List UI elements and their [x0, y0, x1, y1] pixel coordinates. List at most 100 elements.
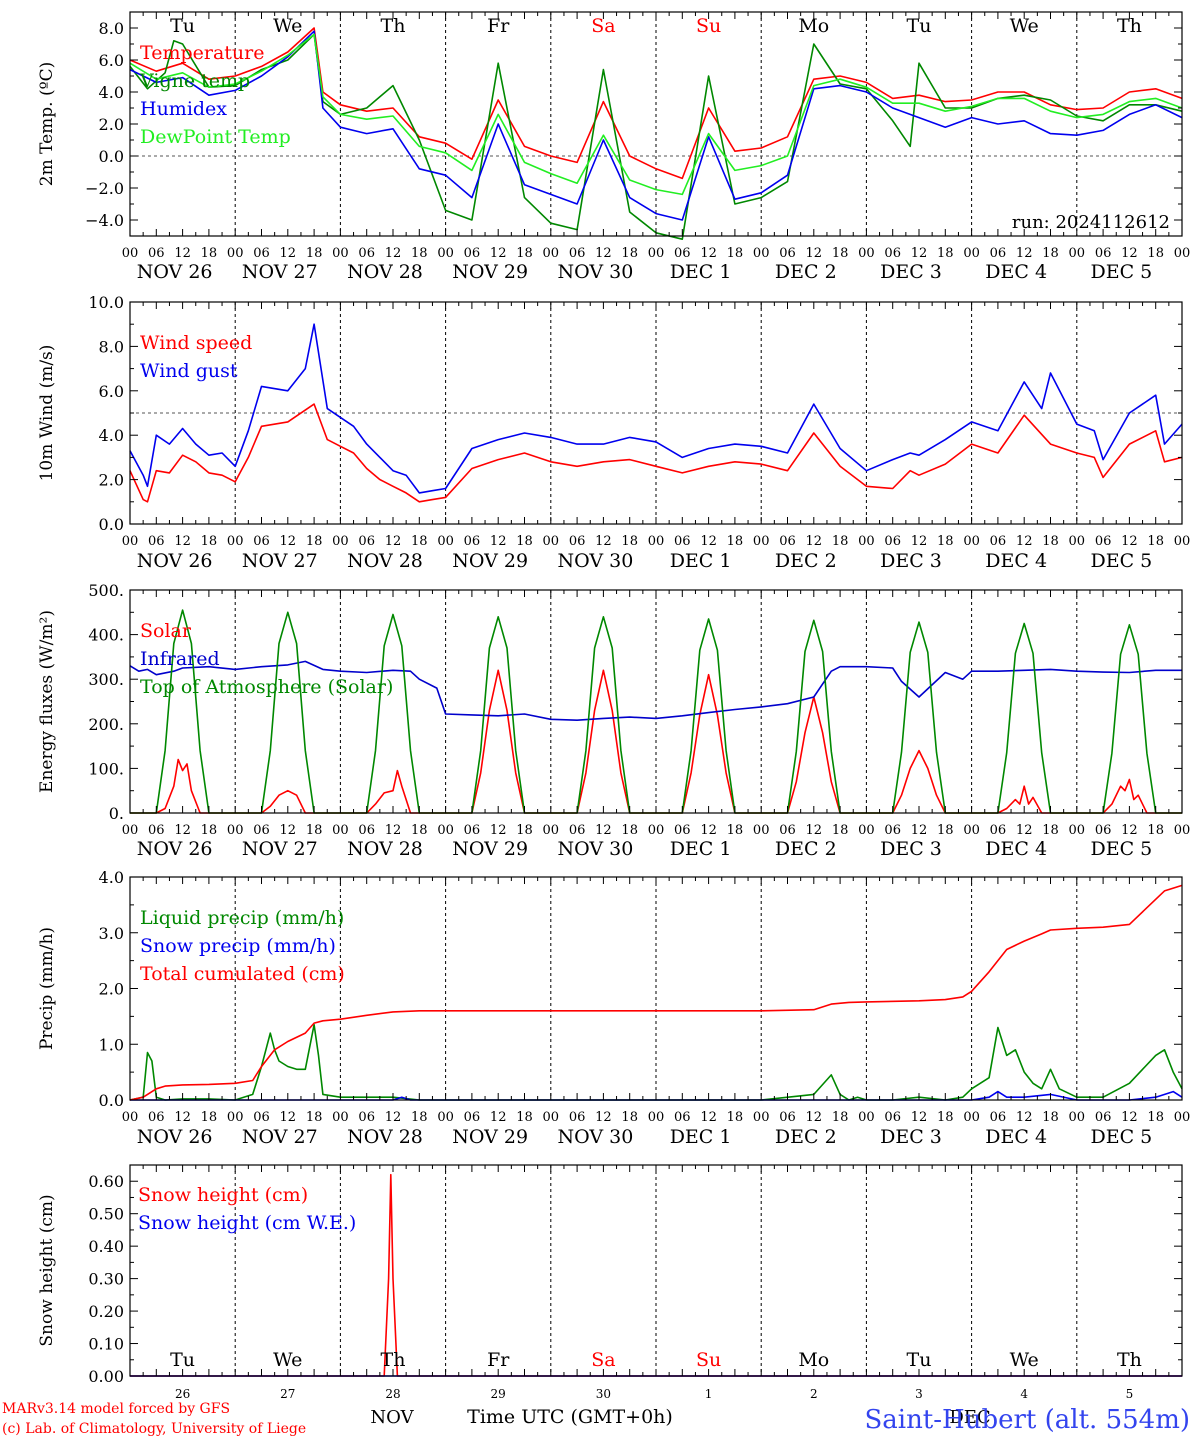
- hour-tick-label: 06: [884, 246, 901, 261]
- month-label-dec: DEC: [949, 1407, 990, 1428]
- hour-tick-label: 06: [569, 1110, 586, 1125]
- hour-tick-label: 06: [569, 534, 586, 549]
- hour-tick-label: 00: [648, 823, 665, 838]
- hour-tick-label: 00: [543, 246, 560, 261]
- hour-tick-label: 18: [201, 534, 218, 549]
- hour-tick-label: 12: [700, 534, 717, 549]
- hour-tick-label: 00: [753, 534, 770, 549]
- hour-tick-label: 18: [1147, 246, 1164, 261]
- hour-tick-label: 18: [937, 823, 954, 838]
- hour-tick-label: 06: [358, 823, 375, 838]
- y-tick-label: 0.00: [88, 1367, 124, 1386]
- day-number-label: 27: [280, 1387, 295, 1401]
- day-label: NOV 30: [557, 1126, 633, 1148]
- day-label: DEC 2: [775, 261, 837, 283]
- weekday-label: Sa: [591, 1349, 615, 1371]
- hour-tick-label: 00: [753, 823, 770, 838]
- hour-tick-label: 12: [806, 534, 823, 549]
- series-line-total-cumulated-cm: [129, 884, 1183, 1101]
- hour-tick-label: 06: [569, 823, 586, 838]
- hour-tick-label: 06: [1095, 823, 1112, 838]
- day-label: DEC 4: [985, 838, 1047, 860]
- day-label: NOV 30: [557, 838, 633, 860]
- hour-tick-label: 00: [963, 246, 980, 261]
- series-line-temperature: [129, 27, 1183, 180]
- hour-tick-label: 18: [1042, 534, 1059, 549]
- legend-entry: Snow height (cm): [138, 1184, 308, 1206]
- hour-tick-label: 00: [858, 823, 875, 838]
- series-line-solar: [130, 669, 1182, 814]
- hour-tick-label: 06: [148, 823, 165, 838]
- hour-tick-label: 12: [806, 1110, 823, 1125]
- series-line-infrared: [129, 660, 1182, 722]
- hour-tick-label: 00: [1069, 246, 1086, 261]
- legend-entry: DewPoint Temp: [140, 126, 291, 148]
- hour-tick-label: 06: [1095, 1110, 1112, 1125]
- chart-panel-2: 0.0 2.0 4.0 6.0 8.0 10.0 10m Wind (m/s) Wind sp…: [37, 293, 1190, 572]
- y-axis-label: Precip (mm/h): [37, 927, 57, 1050]
- hour-tick-label: 00: [648, 1110, 665, 1125]
- meteogram-panels: −4.0 −2.0 0.0 2.0 4.0 6.0 8.0 2m Temp. (ºC) Temp…: [37, 11, 1191, 1401]
- hour-tick-label: 18: [832, 534, 849, 549]
- day-label: NOV 27: [242, 261, 318, 283]
- hour-tick-label: 00: [648, 246, 665, 261]
- day-label: NOV 27: [242, 838, 318, 860]
- hour-tick-label: 06: [884, 534, 901, 549]
- day-label: DEC 5: [1091, 261, 1153, 283]
- day-label: NOV 26: [137, 261, 213, 283]
- weekday-label: We: [273, 15, 302, 37]
- hour-tick-label: 18: [411, 534, 428, 549]
- hour-tick-label: 12: [385, 823, 402, 838]
- day-label: NOV 26: [137, 1126, 213, 1148]
- hour-tick-label: 18: [1147, 534, 1164, 549]
- hour-tick-label: 12: [174, 534, 191, 549]
- day-label: NOV 30: [557, 550, 633, 572]
- y-axis-label: Snow height (cm): [37, 1194, 57, 1346]
- hour-tick-label: 06: [358, 246, 375, 261]
- month-label-nov: NOV: [370, 1407, 414, 1428]
- y-tick-label: 1.0: [99, 1035, 124, 1054]
- weekday-label: We: [273, 1349, 302, 1371]
- hour-tick-label: 18: [621, 246, 638, 261]
- hour-tick-label: 18: [621, 823, 638, 838]
- chart-panel-1: −4.0 −2.0 0.0 2.0 4.0 6.0 8.0 2m Temp. (ºC) Temp…: [37, 11, 1191, 283]
- day-label: DEC 5: [1091, 550, 1153, 572]
- y-axis-label: 2m Temp. (ºC): [37, 62, 57, 187]
- hour-tick-label: 18: [201, 823, 218, 838]
- hour-tick-label: 12: [806, 246, 823, 261]
- hour-tick-label: 06: [464, 534, 481, 549]
- hour-tick-label: 06: [674, 823, 691, 838]
- hour-tick-label: 00: [543, 823, 560, 838]
- hour-tick-label: 06: [779, 534, 796, 549]
- hour-tick-label: 18: [516, 823, 533, 838]
- hour-tick-label: 00: [1174, 246, 1191, 261]
- y-tick-label: 8.0: [99, 337, 124, 356]
- hour-tick-label: 00: [1174, 1110, 1191, 1125]
- y-tick-label: 2.0: [99, 980, 124, 999]
- y-tick-label: 8.0: [99, 19, 124, 38]
- hour-tick-label: 12: [280, 823, 297, 838]
- hour-tick-label: 18: [621, 534, 638, 549]
- hour-tick-label: 12: [490, 823, 507, 838]
- hour-tick-label: 06: [884, 1110, 901, 1125]
- hour-tick-label: 18: [1042, 246, 1059, 261]
- hour-tick-label: 06: [253, 246, 270, 261]
- hour-tick-label: 00: [963, 823, 980, 838]
- weekday-label: Th: [381, 15, 406, 37]
- hour-tick-label: 06: [990, 534, 1007, 549]
- hour-tick-label: 12: [1121, 823, 1138, 838]
- hour-tick-label: 00: [437, 823, 454, 838]
- y-tick-label: 10.0: [88, 293, 124, 312]
- hour-tick-label: 12: [911, 246, 928, 261]
- series-line-humidex: [129, 30, 1183, 221]
- y-tick-label: 0.20: [88, 1302, 124, 1321]
- legend-entry: Vigne temp: [139, 70, 250, 92]
- hour-tick-label: 06: [674, 534, 691, 549]
- day-label: DEC 2: [775, 1126, 837, 1148]
- hour-tick-label: 12: [490, 1110, 507, 1125]
- hour-tick-label: 18: [832, 246, 849, 261]
- hour-tick-label: 12: [280, 246, 297, 261]
- footer: MARv3.14 model forced by GFS (c) Lab. of…: [2, 1401, 1190, 1437]
- day-label: DEC 2: [775, 550, 837, 572]
